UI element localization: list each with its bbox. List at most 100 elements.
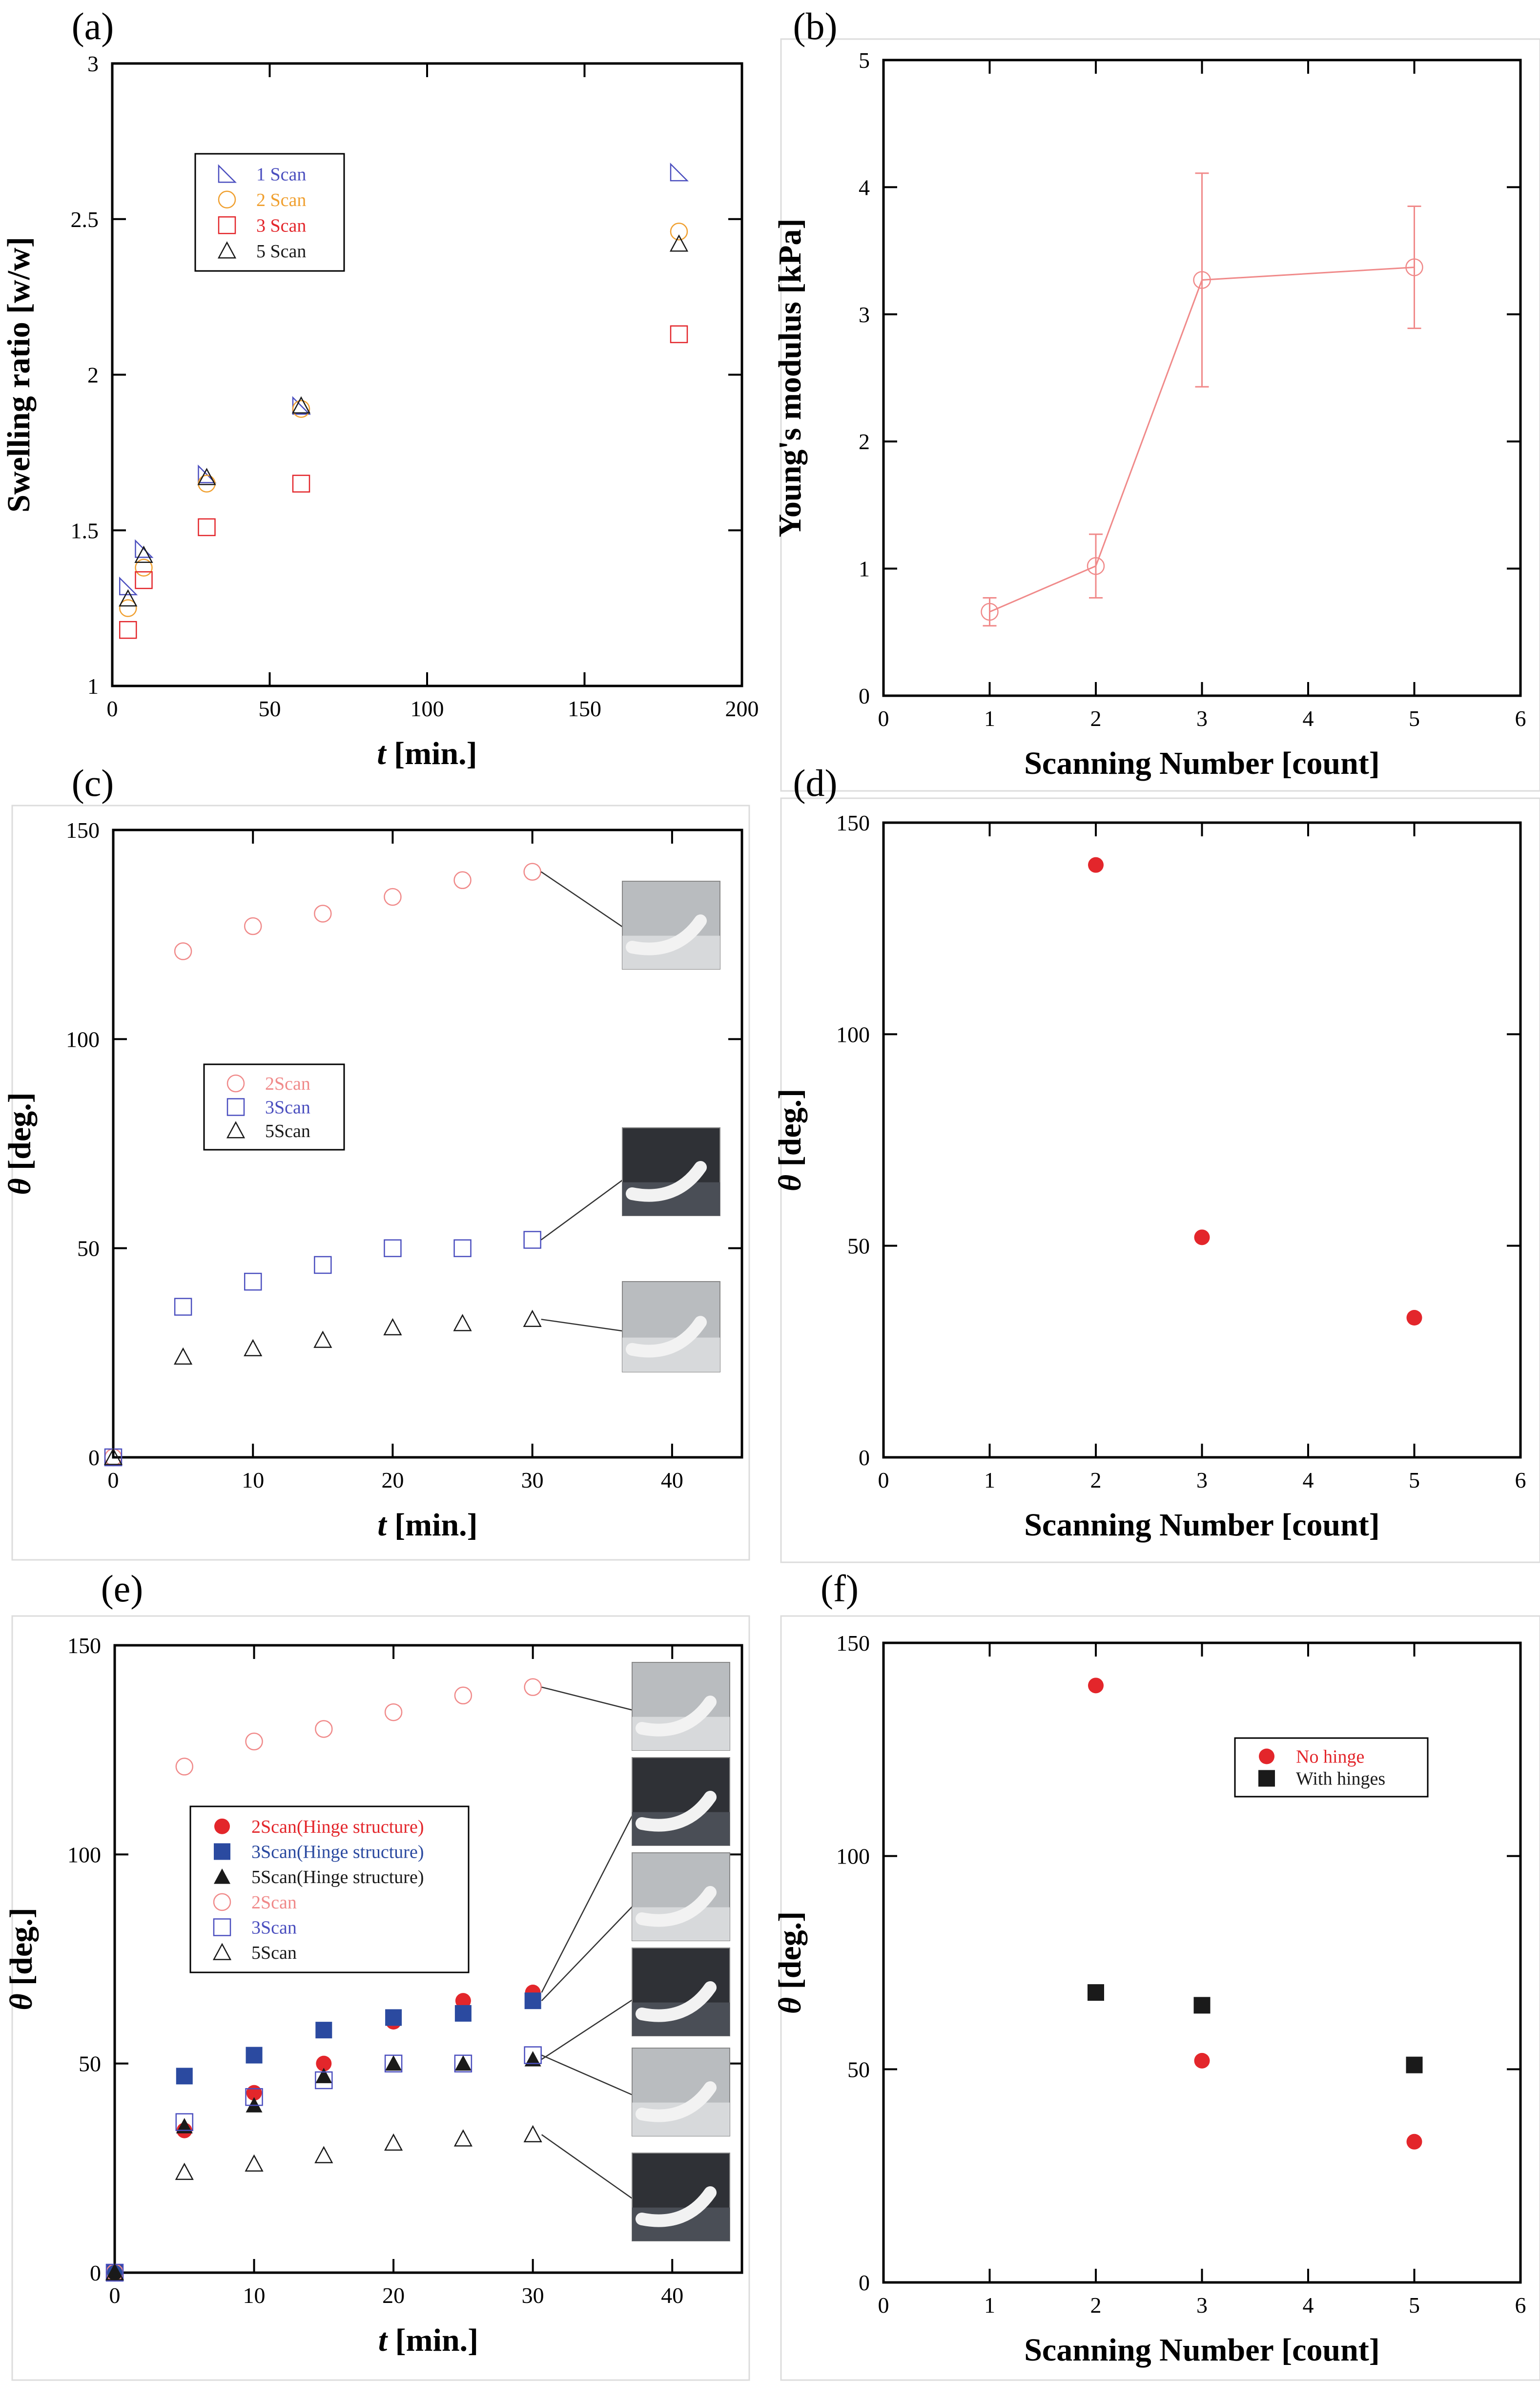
data-point [1087, 557, 1105, 575]
data-point [1193, 1997, 1211, 2014]
data-point [244, 1272, 262, 1291]
data-point [1406, 2056, 1423, 2073]
y-tick-label: 100 [66, 1027, 100, 1052]
gel-strip [636, 1886, 717, 1927]
x-tick-label: 1 [984, 2293, 995, 2318]
x-tick-label: 0 [107, 696, 118, 721]
x-axis-label: t [min.] [377, 1507, 477, 1543]
legend-marker [213, 1918, 231, 1936]
data-point [175, 2113, 194, 2131]
series-0 [981, 172, 1423, 627]
chart-panel-0: 0 50 100 150 200 1 1.5 2 2.5 3 (a) t [min.] Swelling… [1, 5, 759, 771]
data-point [119, 599, 137, 617]
gel-strip [636, 1696, 717, 1737]
series-line [989, 266, 1415, 613]
legend-item: 2Scan [226, 1074, 310, 1094]
inset-photo [632, 2153, 730, 2241]
legend-label: 2 Scan [256, 190, 306, 210]
legend-marker [213, 1893, 231, 1911]
data-point [135, 571, 153, 589]
inset-photo [632, 1948, 730, 2036]
x-axis-label: t [min.] [377, 736, 477, 771]
x-tick-label: 2 [1090, 1468, 1102, 1492]
panel-letter: (b) [793, 5, 838, 47]
leader-line [541, 1319, 628, 1332]
leader-line [541, 2054, 637, 2098]
legend: 2Scan(Hinge structure) 3Scan(Hinge struct… [189, 1805, 470, 1973]
data-point [523, 2125, 542, 2142]
gel-strip [626, 1316, 707, 1358]
series-5 [105, 2125, 542, 2280]
data-point [453, 1314, 472, 1331]
data-point [385, 2009, 402, 2026]
data-point [106, 2264, 123, 2280]
data-point [245, 1732, 263, 1751]
x-tick-label: 0 [109, 2283, 121, 2308]
chart-panel-2: 0 10 20 30 40 0 50 100 150 (c) t [min.] θ [deg.] 2Sc… [2, 762, 750, 1561]
data-point [315, 2022, 332, 2039]
data-point [134, 545, 153, 563]
data-point [1088, 857, 1104, 873]
data-point [670, 163, 689, 182]
legend-label: No hinge [1296, 1747, 1364, 1767]
data-point [174, 942, 192, 960]
x-tick-label: 40 [661, 1468, 683, 1492]
x-tick-label: 40 [661, 2283, 683, 2308]
x-tick-label: 4 [1303, 2293, 1314, 2318]
legend-item: 3Scan [226, 1098, 310, 1118]
x-tick-label: 10 [242, 1468, 264, 1492]
x-tick-label: 50 [259, 696, 281, 721]
x-axis-label-unit: [min.] [387, 2322, 478, 2358]
legend-label: 5 Scan [256, 241, 306, 262]
leader-line [540, 871, 628, 931]
y-tick-label: 1 [87, 674, 99, 699]
x-tick-label: 4 [1303, 706, 1314, 731]
y-axis-label-var: θ [772, 1175, 808, 1191]
data-point [105, 2263, 124, 2280]
leader-line [541, 1996, 637, 2060]
legend-label: 2Scan [265, 1074, 310, 1094]
legend-item: 5Scan(Hinge structure) [214, 1867, 424, 1887]
data-point [524, 2046, 542, 2064]
chart-panel-1: 0 1 2 3 4 5 6 0 1 2 3 4 5 (b) Scanning Number [count] Y… [772, 5, 1540, 792]
data-point [1405, 258, 1423, 276]
gel-strip [636, 1981, 717, 2022]
x-tick-label: 6 [1515, 2293, 1526, 2318]
data-point [453, 2129, 472, 2147]
data-point [245, 2154, 264, 2172]
y-axis-label-unit: [deg.] [2, 1092, 38, 1178]
y-tick-label: 3 [87, 51, 99, 76]
legend-item: 5Scan [212, 1943, 297, 1963]
legend-label: 3 Scan [256, 215, 306, 236]
data-point [176, 2068, 193, 2085]
data-point [119, 576, 138, 596]
legend-box [194, 153, 345, 272]
legend-label: 2Scan(Hinge structure) [251, 1817, 424, 1837]
panel-border [780, 38, 1540, 792]
y-axis-label-var: θ [2, 1178, 38, 1195]
legend-label: 2Scan [251, 1892, 297, 1913]
data-point [453, 871, 472, 890]
x-tick-label: 5 [1409, 1468, 1420, 1492]
data-point [384, 1703, 403, 1721]
data-point [119, 589, 138, 607]
legend-item: 5 Scan [217, 241, 306, 262]
data-point [245, 2088, 263, 2106]
panel-border [780, 1615, 1540, 2381]
legend-label: 3Scan(Hinge structure) [251, 1842, 424, 1863]
data-point [103, 1448, 123, 1465]
y-tick-label: 50 [847, 2057, 870, 2082]
data-point [981, 602, 999, 621]
y-axis-label: θ [deg.] [3, 1907, 39, 2010]
y-tick-label: 50 [847, 1234, 870, 1259]
legend-label: 5Scan [265, 1121, 310, 1141]
x-axis-label-unit: [min.] [386, 736, 477, 771]
legend-item: 3Scan [213, 1918, 297, 1938]
panel-letter: (f) [821, 1567, 859, 1610]
y-tick-label: 0 [859, 684, 870, 708]
y-tick-label: 2 [87, 363, 99, 388]
data-point [175, 1758, 194, 1776]
x-tick-label: 3 [1196, 706, 1208, 731]
legend-item: With hinges [1258, 1769, 1385, 1789]
y-tick-label: 5 [859, 48, 870, 73]
